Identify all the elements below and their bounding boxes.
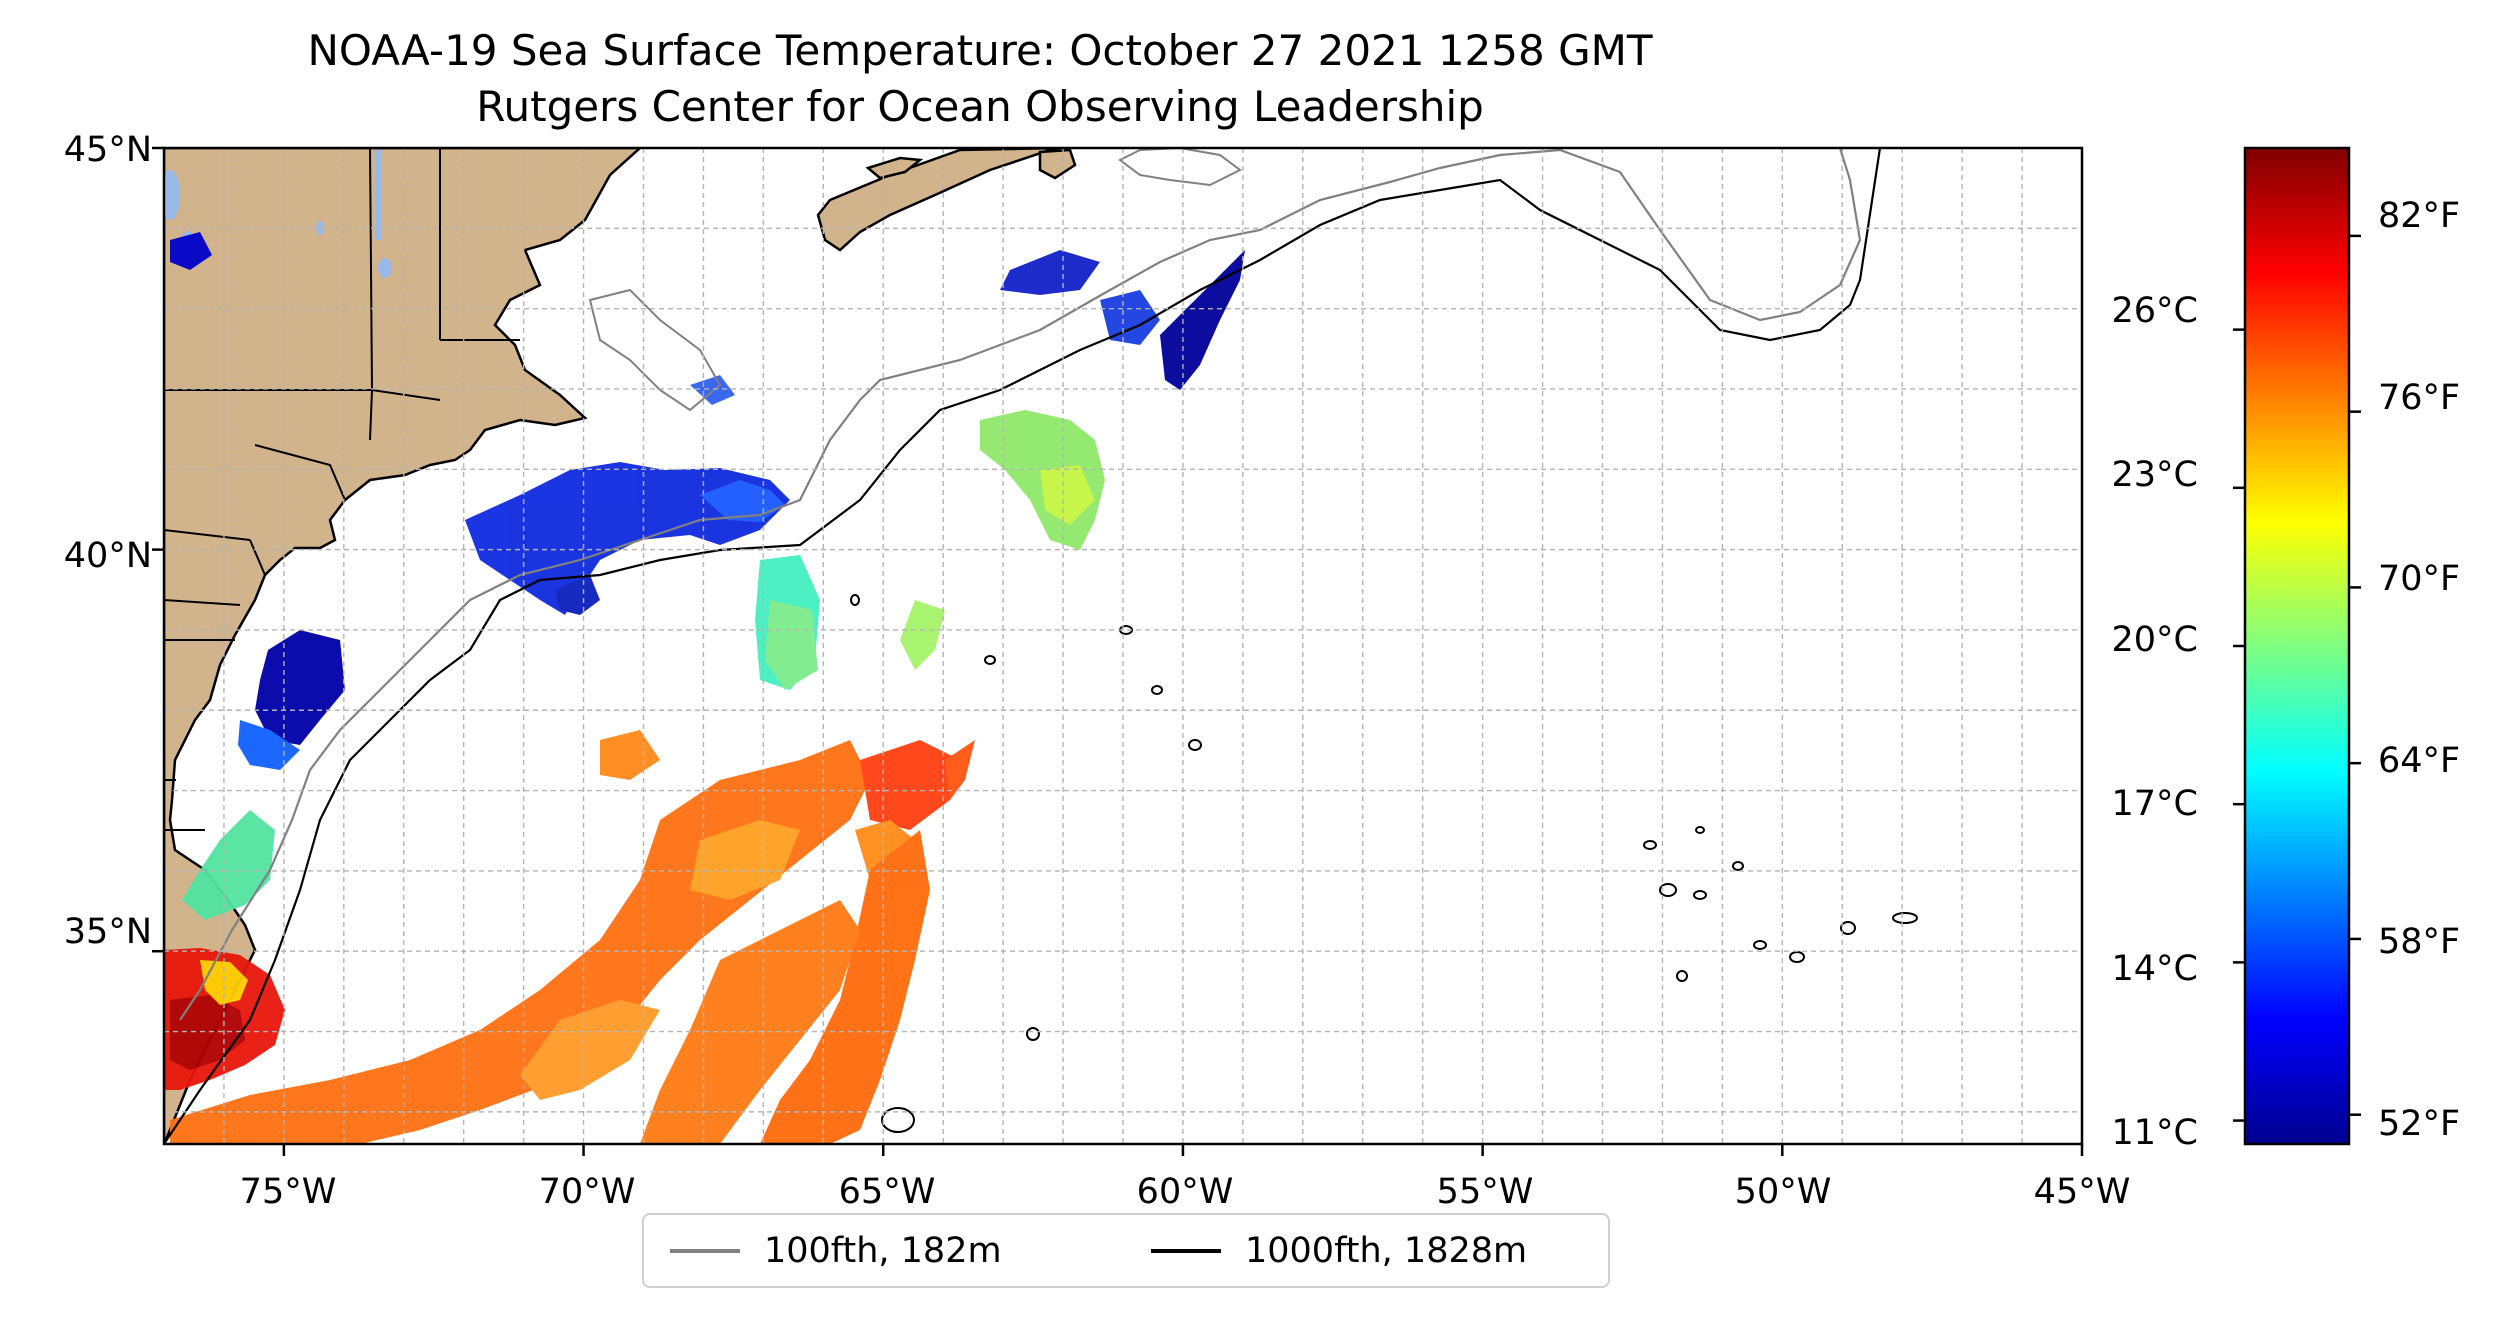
lat-label-45n: 45°N bbox=[63, 130, 152, 170]
cbar-label-58f: 58°F bbox=[2378, 922, 2461, 962]
lat-label-40n: 40°N bbox=[63, 536, 152, 576]
state-borders bbox=[164, 148, 520, 831]
lon-label-75w: 75°W bbox=[239, 1172, 337, 1212]
cbar-label-23c: 23°C bbox=[2111, 455, 2198, 495]
lon-label-45w: 45°W bbox=[2033, 1172, 2131, 1212]
seamount-outlines bbox=[850, 594, 1918, 1133]
map-ticks bbox=[152, 146, 2084, 1156]
cbar-label-70f: 70°F bbox=[2378, 559, 2461, 599]
map-gridlines bbox=[164, 148, 2082, 1144]
land-cape-breton bbox=[1038, 148, 1077, 180]
legend-label-100fth: 100fth, 182m bbox=[764, 1230, 1002, 1271]
colorbar-ticks bbox=[2233, 234, 2361, 1122]
isobath-100fth-inner bbox=[588, 288, 722, 412]
cbar-label-11c: 11°C bbox=[2111, 1113, 2198, 1153]
cbar-label-20c: 20°C bbox=[2111, 620, 2198, 660]
isobath-100fth bbox=[179, 148, 1862, 1021]
colorbar bbox=[2243, 146, 2351, 1146]
cbar-label-52f: 52°F bbox=[2378, 1104, 2461, 1144]
land-north-america bbox=[164, 148, 642, 1144]
lon-label-65w: 65°W bbox=[838, 1172, 936, 1212]
isobath-100fth-banks bbox=[1118, 148, 1242, 187]
figure-subtitle: Rutgers Center for Ocean Observing Leade… bbox=[476, 82, 1484, 131]
legend-swatch-1000fth bbox=[1151, 1248, 1221, 1253]
cbar-label-76f: 76°F bbox=[2378, 378, 2461, 418]
cbar-label-64f: 64°F bbox=[2378, 741, 2461, 781]
cbar-label-82f: 82°F bbox=[2378, 196, 2461, 236]
legend-item-100fth: 100fth, 182m bbox=[670, 1215, 1002, 1286]
lat-label-35n: 35°N bbox=[63, 912, 152, 952]
legend: 100fth, 182m 1000fth, 1828m bbox=[642, 1213, 1610, 1288]
lon-label-60w: 60°W bbox=[1136, 1172, 1234, 1212]
legend-item-1000fth: 1000fth, 1828m bbox=[1151, 1215, 1527, 1286]
cbar-label-14c: 14°C bbox=[2111, 949, 2198, 989]
sst-data bbox=[164, 232, 1245, 1144]
figure-title: NOAA-19 Sea Surface Temperature: October… bbox=[307, 26, 1653, 75]
map-frame bbox=[162, 146, 2084, 1146]
lon-label-50w: 50°W bbox=[1734, 1172, 1832, 1212]
isobath-1000fth bbox=[164, 148, 1882, 1144]
land-nova-scotia bbox=[816, 148, 1061, 252]
legend-swatch-100fth bbox=[670, 1248, 740, 1253]
lon-label-70w: 70°W bbox=[538, 1172, 636, 1212]
legend-label-1000fth: 1000fth, 1828m bbox=[1245, 1230, 1528, 1271]
lon-label-55w: 55°W bbox=[1436, 1172, 1534, 1212]
cbar-label-26c: 26°C bbox=[2111, 291, 2198, 331]
land-pei bbox=[865, 156, 924, 180]
cbar-label-17c: 17°C bbox=[2111, 784, 2198, 824]
